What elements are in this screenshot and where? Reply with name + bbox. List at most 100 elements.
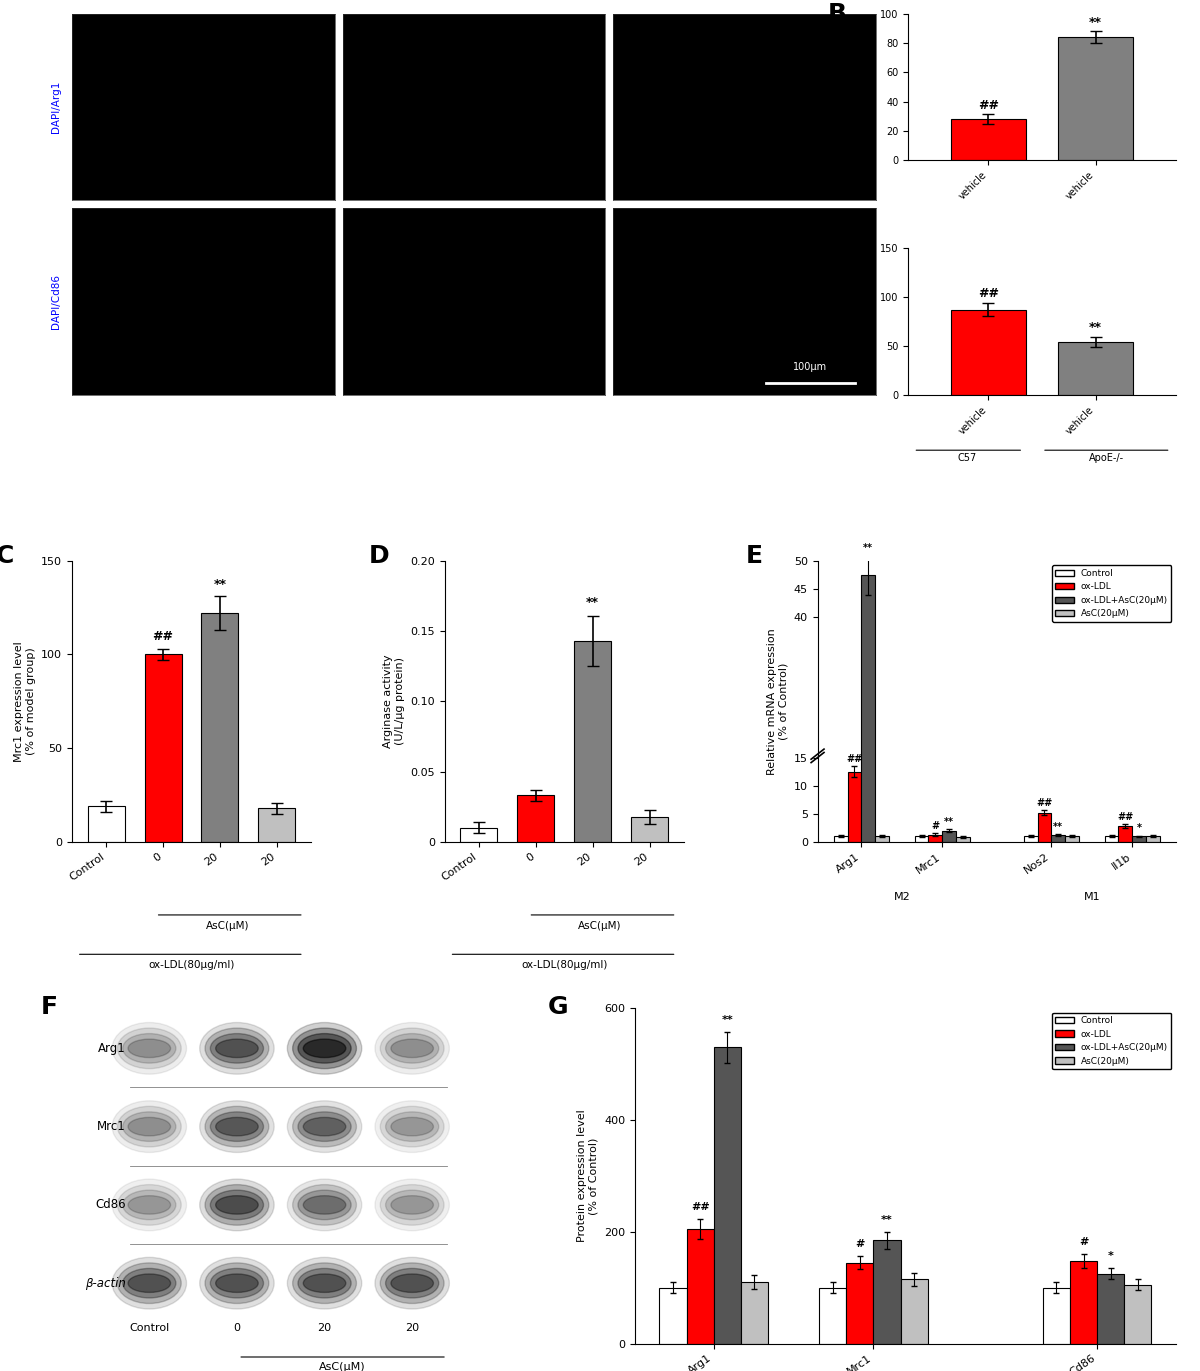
Ellipse shape bbox=[210, 1034, 264, 1063]
Ellipse shape bbox=[122, 1268, 176, 1298]
Ellipse shape bbox=[298, 1190, 352, 1220]
Text: G: G bbox=[548, 995, 569, 1019]
Ellipse shape bbox=[122, 1034, 176, 1063]
Ellipse shape bbox=[287, 1101, 361, 1153]
Bar bbox=[461, 828, 498, 842]
Ellipse shape bbox=[112, 1101, 186, 1153]
Text: AsC(μM): AsC(μM) bbox=[578, 920, 622, 931]
Text: #: # bbox=[931, 821, 940, 831]
Bar bbox=[901, 1279, 928, 1344]
Text: Arg1: Arg1 bbox=[98, 1042, 126, 1054]
Text: **: ** bbox=[881, 1215, 893, 1226]
Bar bbox=[1105, 836, 1118, 842]
Ellipse shape bbox=[391, 1196, 433, 1215]
Bar bbox=[714, 1047, 740, 1344]
Bar bbox=[258, 808, 295, 842]
Ellipse shape bbox=[118, 1185, 181, 1226]
Text: **: ** bbox=[944, 817, 954, 827]
Bar bbox=[660, 1287, 686, 1344]
Ellipse shape bbox=[118, 1106, 181, 1148]
Ellipse shape bbox=[118, 1263, 181, 1304]
Bar bbox=[1118, 827, 1133, 842]
Ellipse shape bbox=[216, 1274, 258, 1293]
Ellipse shape bbox=[374, 1179, 449, 1231]
Text: **: ** bbox=[214, 577, 227, 591]
Text: ##: ## bbox=[691, 1202, 709, 1212]
Bar bbox=[575, 640, 611, 842]
Text: 0: 0 bbox=[234, 1323, 240, 1334]
Y-axis label: Arg1 positive cells: Arg1 positive cells bbox=[864, 36, 875, 138]
Text: **: ** bbox=[1090, 16, 1102, 29]
Text: M2: M2 bbox=[893, 893, 910, 902]
Ellipse shape bbox=[287, 1257, 361, 1309]
Text: Mrc1: Mrc1 bbox=[97, 1120, 126, 1132]
Ellipse shape bbox=[205, 1185, 269, 1226]
Ellipse shape bbox=[293, 1263, 356, 1304]
Text: 100μm: 100μm bbox=[793, 362, 827, 372]
Ellipse shape bbox=[304, 1117, 346, 1135]
Bar bbox=[820, 1287, 846, 1344]
Text: **: ** bbox=[1054, 823, 1063, 832]
Text: **: ** bbox=[721, 1015, 733, 1026]
Bar bbox=[740, 1282, 768, 1344]
Text: DAPI/Arg1: DAPI/Arg1 bbox=[52, 81, 61, 133]
Bar bbox=[1058, 341, 1133, 395]
Bar bbox=[862, 574, 875, 842]
Text: *: * bbox=[1108, 1252, 1114, 1261]
Bar bbox=[914, 836, 929, 842]
Text: Cd86: Cd86 bbox=[96, 1198, 126, 1212]
Ellipse shape bbox=[118, 1028, 181, 1068]
Text: AsC(μM): AsC(μM) bbox=[319, 1361, 366, 1371]
Text: E: E bbox=[746, 544, 763, 568]
Ellipse shape bbox=[287, 1179, 361, 1231]
Y-axis label: Cd86 positive cells: Cd86 positive cells bbox=[864, 269, 875, 374]
Text: C57: C57 bbox=[958, 454, 977, 463]
Bar bbox=[874, 1241, 901, 1344]
Text: ##: ## bbox=[846, 754, 863, 764]
Text: **: ** bbox=[587, 595, 599, 609]
Bar bbox=[1133, 836, 1146, 842]
Ellipse shape bbox=[205, 1263, 269, 1304]
Ellipse shape bbox=[293, 1028, 356, 1068]
Bar bbox=[942, 831, 956, 842]
Text: **: ** bbox=[863, 543, 874, 553]
Ellipse shape bbox=[304, 1274, 346, 1293]
Ellipse shape bbox=[128, 1039, 170, 1057]
Ellipse shape bbox=[216, 1039, 258, 1057]
Ellipse shape bbox=[380, 1028, 444, 1068]
Text: ApoE-/-: ApoE-/- bbox=[1088, 454, 1124, 463]
Text: ox-LDL(80μg/ml): ox-LDL(80μg/ml) bbox=[149, 960, 235, 969]
Bar bbox=[1038, 813, 1051, 842]
Ellipse shape bbox=[216, 1196, 258, 1215]
Bar bbox=[144, 654, 181, 842]
Bar bbox=[1097, 1274, 1124, 1344]
Text: #: # bbox=[1079, 1238, 1088, 1248]
Ellipse shape bbox=[298, 1268, 352, 1298]
Ellipse shape bbox=[385, 1034, 439, 1063]
Text: ##: ## bbox=[152, 631, 174, 643]
Bar bbox=[950, 310, 1026, 395]
Text: D: D bbox=[368, 544, 389, 568]
Bar bbox=[1124, 1285, 1152, 1344]
Ellipse shape bbox=[380, 1185, 444, 1226]
Text: #: # bbox=[856, 1239, 864, 1249]
Text: AsC(μM): AsC(μM) bbox=[205, 920, 250, 931]
Ellipse shape bbox=[205, 1028, 269, 1068]
Ellipse shape bbox=[391, 1039, 433, 1057]
Ellipse shape bbox=[128, 1196, 170, 1215]
Bar bbox=[631, 817, 668, 842]
Text: 20: 20 bbox=[318, 1323, 331, 1334]
Ellipse shape bbox=[128, 1274, 170, 1293]
Ellipse shape bbox=[122, 1112, 176, 1142]
Bar bbox=[1051, 835, 1066, 842]
Bar bbox=[88, 806, 125, 842]
Ellipse shape bbox=[385, 1268, 439, 1298]
Ellipse shape bbox=[112, 1023, 186, 1075]
Bar bbox=[929, 835, 942, 842]
Text: B: B bbox=[828, 1, 847, 26]
Bar bbox=[1043, 1287, 1070, 1344]
Legend: Control, ox-LDL, ox-LDL+AsC(20μM), AsC(20μM): Control, ox-LDL, ox-LDL+AsC(20μM), AsC(2… bbox=[1052, 1013, 1171, 1069]
Bar bbox=[1146, 836, 1159, 842]
Ellipse shape bbox=[380, 1263, 444, 1304]
Ellipse shape bbox=[293, 1106, 356, 1148]
